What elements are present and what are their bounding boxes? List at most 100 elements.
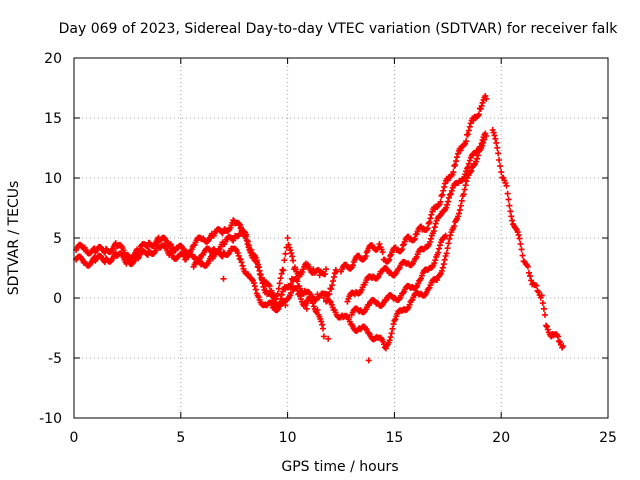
data-point xyxy=(330,273,337,280)
data-point xyxy=(448,187,455,194)
data-point xyxy=(491,132,498,139)
data-point xyxy=(458,197,465,204)
data-point xyxy=(543,323,550,330)
data-point xyxy=(494,144,501,151)
data-point xyxy=(376,241,383,247)
data-point xyxy=(465,127,472,134)
data-point xyxy=(287,280,294,287)
data-point xyxy=(447,190,454,197)
data-point xyxy=(541,311,548,318)
data-point xyxy=(329,282,336,289)
data-point xyxy=(463,178,470,185)
data-point xyxy=(475,111,482,118)
data-point xyxy=(441,256,448,263)
data-point xyxy=(517,241,524,247)
data-point xyxy=(509,217,516,224)
data-point xyxy=(454,150,461,157)
data-point xyxy=(318,318,325,325)
data-point xyxy=(503,182,510,189)
y-axis-label: SDTVAR / TECUs xyxy=(6,181,22,296)
data-point xyxy=(438,267,445,274)
data-point xyxy=(516,235,523,242)
data-point xyxy=(284,235,291,241)
data-point xyxy=(450,169,457,176)
data-point xyxy=(282,250,289,257)
data-point xyxy=(275,306,282,313)
data-point xyxy=(289,253,296,260)
data-point xyxy=(444,201,451,208)
data-point xyxy=(260,283,267,290)
data-point xyxy=(235,252,242,259)
data-point xyxy=(528,277,535,284)
data-point xyxy=(554,333,561,340)
data-point xyxy=(268,292,275,299)
plot-frame xyxy=(73,57,609,419)
data-point xyxy=(257,271,264,278)
data-point xyxy=(490,129,497,136)
data-point xyxy=(320,333,327,340)
data-point xyxy=(411,235,418,242)
data-point xyxy=(441,183,448,190)
data-point xyxy=(533,282,540,289)
y-tick-label: 0 xyxy=(53,291,62,307)
chart-title: Day 069 of 2023, Sidereal Day-to-day VTE… xyxy=(59,21,619,37)
data-point xyxy=(464,165,471,172)
data-point xyxy=(444,177,451,184)
data-points xyxy=(73,92,567,364)
data-point xyxy=(525,269,532,276)
data-point xyxy=(349,262,356,269)
data-point xyxy=(252,286,259,293)
data-point xyxy=(236,255,243,262)
data-point xyxy=(245,242,252,249)
x-tick-label: 0 xyxy=(70,430,79,446)
data-point xyxy=(481,136,488,143)
data-point xyxy=(314,307,321,313)
data-point xyxy=(426,219,433,226)
data-point xyxy=(453,158,460,165)
data-point xyxy=(243,231,250,238)
series-band-5 xyxy=(323,130,490,352)
data-point xyxy=(290,257,297,264)
data-point xyxy=(462,171,469,178)
series-band-6 xyxy=(344,136,488,305)
data-point xyxy=(287,289,294,296)
data-point xyxy=(462,182,469,189)
x-axis-label: GPS time / hours xyxy=(281,459,398,475)
data-point xyxy=(438,193,445,199)
data-point xyxy=(427,238,433,245)
axis-ticks: 0 5 10 15 20 25 -10 -5 0 5 10 15 20 xyxy=(39,51,617,446)
data-point xyxy=(480,139,487,146)
series-band-4 xyxy=(338,92,490,275)
data-point xyxy=(256,271,263,277)
data-point xyxy=(278,270,285,277)
data-point xyxy=(497,163,504,170)
data-point xyxy=(515,231,522,238)
data-point xyxy=(278,291,285,298)
data-point xyxy=(431,224,438,231)
data-point xyxy=(392,316,399,323)
data-point xyxy=(307,291,314,298)
data-point xyxy=(309,296,316,303)
data-point xyxy=(386,337,393,344)
data-point xyxy=(431,260,438,267)
data-point xyxy=(466,157,473,164)
data-point xyxy=(445,198,452,205)
data-point xyxy=(220,275,227,282)
data-point xyxy=(498,169,505,176)
data-point xyxy=(246,246,253,253)
data-point xyxy=(455,210,462,217)
data-point xyxy=(280,267,287,274)
data-point xyxy=(287,247,294,254)
data-point xyxy=(230,217,237,224)
data-point xyxy=(483,95,490,102)
data-point xyxy=(493,139,500,146)
data-point xyxy=(303,305,310,312)
x-tick-label: 5 xyxy=(176,430,185,446)
data-point xyxy=(466,123,473,130)
data-point xyxy=(250,280,257,287)
data-point xyxy=(247,249,254,256)
data-point xyxy=(451,163,458,169)
data-point xyxy=(294,278,301,285)
data-point xyxy=(478,102,485,109)
